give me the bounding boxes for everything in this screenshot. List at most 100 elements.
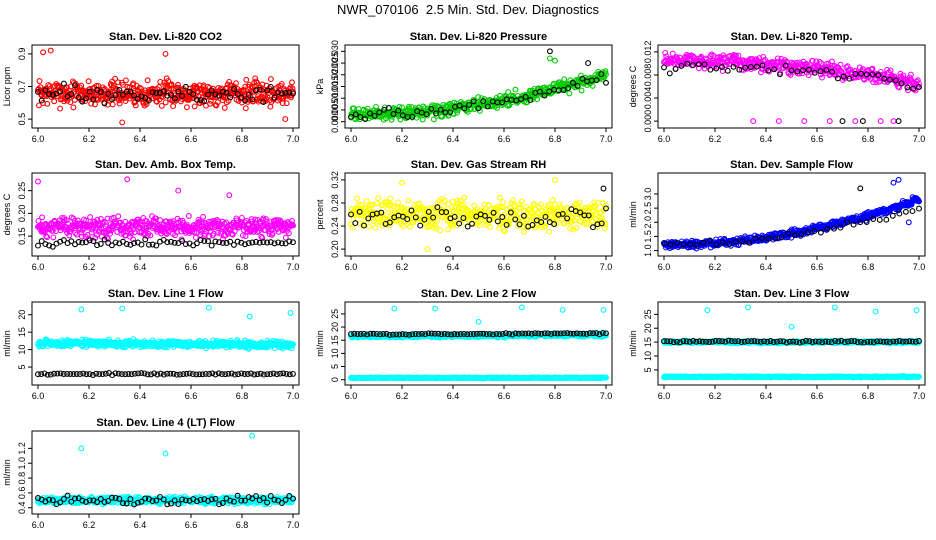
- data-point: [183, 104, 190, 111]
- data-point: [376, 109, 383, 116]
- data-point: [869, 65, 876, 72]
- data-point: [289, 79, 295, 86]
- data-point: [221, 104, 228, 111]
- data-point: [43, 233, 50, 240]
- data-point: [192, 234, 199, 241]
- y-axis-label: degrees C: [628, 65, 638, 107]
- x-tick-label: 6.2: [709, 262, 722, 272]
- data-point: [419, 116, 426, 123]
- data-point: [593, 77, 600, 84]
- data-point: [122, 98, 129, 105]
- outlier-point: [750, 118, 757, 125]
- data-point: [811, 69, 818, 76]
- data-point: [190, 91, 197, 98]
- data-point: [216, 92, 223, 99]
- y-tick-label: 10: [17, 345, 27, 355]
- x-tick-label: 6.6: [811, 262, 824, 272]
- data-point: [480, 98, 487, 105]
- data-point: [205, 91, 211, 98]
- data-point: [909, 208, 916, 215]
- data-point: [116, 87, 123, 93]
- data-point: [267, 103, 274, 110]
- data-point: [141, 370, 148, 377]
- data-point: [44, 234, 51, 241]
- data-point: [230, 86, 237, 92]
- panel-temp: Stan. Dev. Li-820 Temp.degrees C6.0 6.2 6.…: [628, 31, 926, 144]
- data-point: [174, 229, 180, 235]
- data-point: [800, 67, 807, 74]
- data-point: [214, 99, 221, 106]
- data-point: [213, 217, 220, 223]
- data-point: [109, 101, 116, 108]
- x-axis: 6.0 6.2 6.4 6.6 6.8 7.0: [345, 256, 612, 272]
- data-point: [736, 66, 743, 73]
- data-point: [83, 95, 89, 102]
- data-point: [78, 229, 85, 236]
- data-point: [163, 218, 170, 225]
- data-point: [541, 92, 548, 99]
- data-point: [207, 100, 213, 107]
- data-point: [35, 217, 42, 224]
- data-point: [366, 110, 373, 117]
- data-point: [461, 194, 468, 201]
- x-tick-label: 6.2: [709, 134, 722, 144]
- data-point: [566, 90, 573, 97]
- page-title: NWR_070106 2.5 Min. Std. Dev. Diagnostic…: [336, 2, 600, 17]
- panel-ambbox: Stan. Dev. Amb. Box Temp.degrees C6.0 6.2…: [2, 159, 300, 272]
- data-point: [175, 81, 181, 88]
- data-point: [86, 88, 93, 95]
- x-tick-label: 6.8: [236, 391, 249, 401]
- data-point: [724, 57, 731, 64]
- data-point: [499, 199, 506, 206]
- data-point: [590, 224, 596, 231]
- data-point: [121, 95, 127, 102]
- data-point: [72, 82, 78, 89]
- data-point: [92, 101, 98, 108]
- y-tick-label: 0.020: [330, 64, 340, 87]
- data-point: [433, 110, 439, 117]
- data-point: [733, 52, 739, 59]
- data-point: [214, 229, 221, 236]
- data-point: [395, 107, 402, 114]
- data-point: [518, 96, 524, 103]
- data-point: [662, 49, 669, 56]
- data-point: [445, 226, 452, 233]
- data-point: [834, 75, 841, 82]
- data-point: [782, 62, 789, 69]
- outlier-point: [905, 219, 912, 226]
- data-point: [57, 105, 64, 112]
- data-point: [531, 85, 538, 92]
- data-point: [837, 61, 844, 68]
- x-tick-label: 6.6: [185, 262, 198, 272]
- data-point: [162, 99, 169, 106]
- data-point: [574, 82, 581, 89]
- data-point: [130, 236, 137, 243]
- data-point: [678, 62, 685, 69]
- data-point: [213, 102, 220, 109]
- data-point: [85, 78, 92, 85]
- data-point: [423, 111, 430, 118]
- data-point: [235, 371, 242, 378]
- data-point: [191, 103, 198, 110]
- outlier-point: [857, 185, 864, 192]
- data-point: [707, 66, 714, 73]
- data-point: [405, 197, 412, 204]
- y-tick-label: 15: [17, 327, 27, 337]
- data-point: [182, 89, 189, 96]
- outlier-point: [226, 192, 233, 199]
- data-point: [352, 111, 359, 118]
- data-points: [35, 47, 296, 126]
- data-point: [766, 68, 773, 75]
- plot-frame: [657, 44, 926, 129]
- data-point: [225, 97, 232, 104]
- data-point: [701, 61, 708, 68]
- data-point: [437, 227, 444, 234]
- outlier-point: [859, 118, 866, 125]
- data-point: [212, 91, 219, 98]
- x-tick-label: 6.4: [134, 262, 147, 272]
- x-tick-label: 6.0: [32, 262, 45, 272]
- data-point: [115, 79, 122, 86]
